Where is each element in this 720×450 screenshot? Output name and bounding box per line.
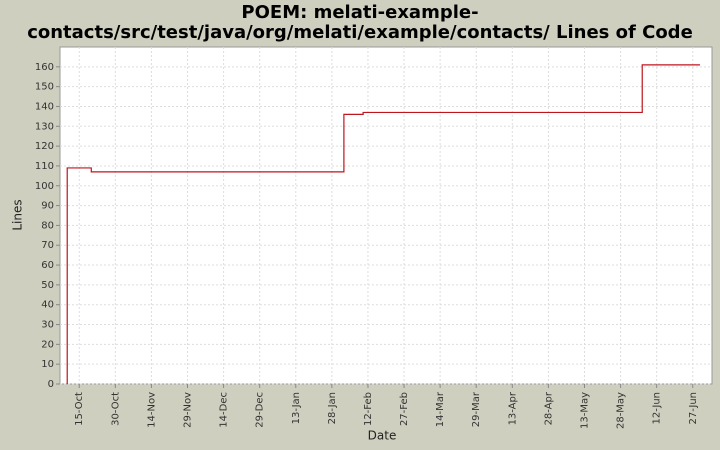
y-tick-label: 30	[41, 320, 54, 331]
x-tick-label: 15-Oct	[74, 392, 85, 426]
y-tick-label: 160	[35, 62, 54, 73]
x-tick-label: 12-Feb	[363, 392, 374, 426]
y-tick-label: 120	[35, 141, 54, 152]
y-tick-label: 100	[35, 181, 54, 192]
y-tick-label: 80	[41, 220, 54, 231]
y-tick-label: 90	[41, 201, 54, 212]
y-tick-label: 20	[41, 339, 54, 350]
x-tick-label: 14-Mar	[435, 391, 446, 427]
y-tick-label: 110	[35, 161, 54, 172]
y-tick-label: 60	[41, 260, 54, 271]
y-tick-label: 150	[35, 82, 54, 93]
x-tick-label: 30-Oct	[110, 392, 121, 426]
x-tick-label: 27-Jun	[688, 392, 699, 425]
x-tick-label: 13-Jan	[291, 392, 302, 424]
x-axis-label: Date	[368, 429, 397, 443]
x-tick-label: 13-May	[579, 392, 590, 429]
y-tick-label: 70	[41, 240, 54, 251]
y-tick-label: 50	[41, 280, 54, 291]
plot-area	[59, 46, 713, 385]
x-tick-label: 29-Nov	[183, 392, 194, 428]
line	[66, 64, 700, 384]
chart-title: contacts/src/test/java/org/melati/exampl…	[27, 22, 693, 43]
y-tick-label: 10	[41, 359, 54, 370]
x-tick-label: 14-Nov	[146, 392, 157, 428]
x-tick-label: 12-Jun	[652, 392, 663, 425]
x-tick-label: 27-Feb	[399, 392, 410, 426]
x-tick-label: 13-Apr	[507, 391, 518, 425]
x-tick-label: 14-Dec	[219, 392, 230, 428]
x-tick-label: 28-May	[616, 392, 627, 429]
x-tick-label: 29-Dec	[255, 392, 266, 428]
x-tick-label: 28-Jan	[327, 392, 338, 424]
x-tick-label: 29-Mar	[471, 391, 482, 427]
y-tick-label: 130	[35, 121, 54, 132]
chart-title: POEM: melati-example-	[241, 2, 478, 23]
y-tick-label: 140	[35, 101, 54, 112]
y-tick-label: 40	[41, 300, 54, 311]
y-axis-label: Lines	[11, 199, 25, 230]
y-tick-label: 0	[48, 379, 54, 390]
x-tick-label: 28-Apr	[543, 391, 554, 425]
